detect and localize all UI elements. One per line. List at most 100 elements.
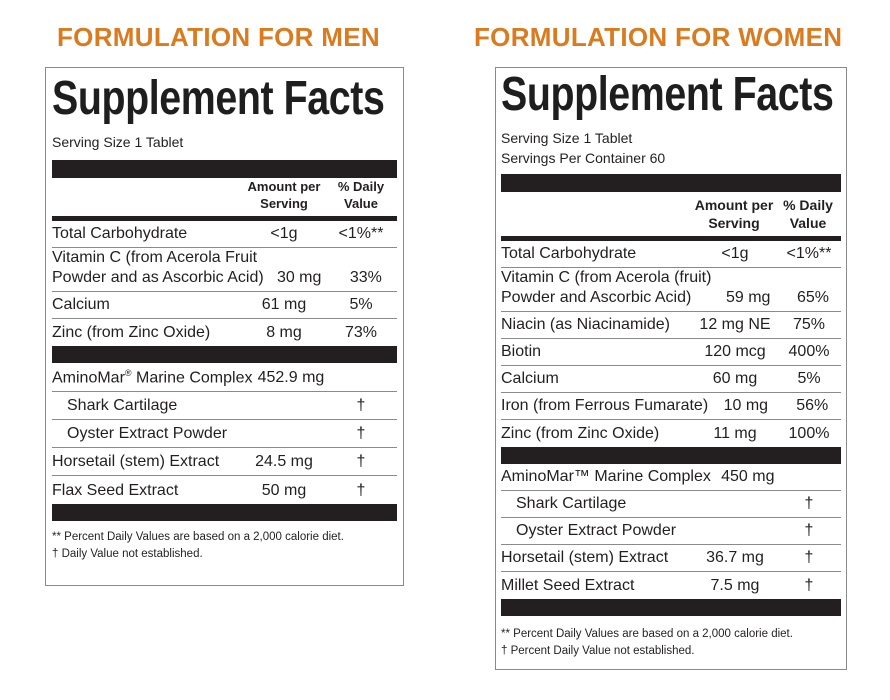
ingredient-name: Horsetail (stem) Extract xyxy=(52,452,243,475)
nutrient-name: Vitamin C (from Acerola Fruit Powder and … xyxy=(52,248,264,291)
ingredient-amount: 452.9 mg xyxy=(257,369,325,387)
nutrient-row: Zinc (from Zinc Oxide) 11 mg 100% xyxy=(501,420,841,447)
ingredient-name: Shark Cartilage xyxy=(501,494,693,517)
ingredient-amount xyxy=(693,541,777,544)
nutrient-daily-value: 75% xyxy=(792,316,826,333)
men-supplement-facts-panel: Supplement Facts Serving Size 1 Tablet A… xyxy=(45,67,404,586)
women-panel-title: Supplement Facts xyxy=(501,68,834,121)
ingredient-name: AminoMar™ Marine Complex xyxy=(501,467,711,490)
men-footnotes: ** Percent Daily Values are based on a 2… xyxy=(52,529,397,563)
men-header-rule xyxy=(52,216,397,221)
nutrient-amount: <1g xyxy=(270,225,298,242)
nutrient-amount: 10 mg xyxy=(723,397,769,414)
nutrient-amount: <1g xyxy=(721,245,749,262)
nutrient-name: Total Carbohydrate xyxy=(501,244,693,267)
ingredient-name-text: Shark Cartilage xyxy=(516,495,627,512)
ingredient-amount: 36.7 mg xyxy=(706,549,764,566)
men-col-dv-line1: % Daily xyxy=(337,179,385,194)
men-bottom-bar xyxy=(52,504,397,522)
men-nutrient-rows: Total Carbohydrate <1g <1%** Vitamin C (fro… xyxy=(52,221,397,346)
women-top-bar xyxy=(501,174,841,192)
blend-component-row: Oyster Extract Powder † xyxy=(52,420,397,449)
men-footnote-dv-not-established: † Daily Value not established. xyxy=(52,548,203,561)
nutrient-daily-value: 5% xyxy=(349,296,373,313)
blend-component-row: Shark Cartilage † xyxy=(52,392,397,421)
women-column-headers: Amount per Serving % Daily Value xyxy=(501,192,841,236)
nutrient-name: Biotin xyxy=(501,342,693,365)
blend-component-row: Shark Cartilage † xyxy=(501,491,841,518)
women-heading: FORMULATION FOR WOMEN xyxy=(474,22,843,52)
ingredient-daily-value: † xyxy=(804,577,814,594)
blend-row: AminoMar™ Marine Complex 450 mg xyxy=(501,464,841,491)
nutrient-daily-value: 73% xyxy=(344,324,378,341)
ingredient-amount xyxy=(243,416,325,419)
ingredient-name: Millet Seed Extract xyxy=(501,576,693,599)
nutrient-row: Calcium 61 mg 5% xyxy=(52,292,397,319)
blend-row: Flax Seed Extract 50 mg † xyxy=(52,476,397,504)
nutrient-name: Calcium xyxy=(501,369,693,392)
nutrient-amount: 8 mg xyxy=(266,324,302,341)
ingredient-amount: 450 mg xyxy=(721,468,775,485)
women-header-rule xyxy=(501,236,841,241)
blend-row: Horsetail (stem) Extract 24.5 mg † xyxy=(52,448,397,477)
nutrient-row: Total Carbohydrate <1g <1%** xyxy=(52,221,397,248)
blend-row: Horsetail (stem) Extract 36.7 mg † xyxy=(501,545,841,572)
nutrient-daily-value: 5% xyxy=(797,370,821,387)
men-col-amount-line1: Amount per xyxy=(247,179,321,194)
nutrient-name-line: Zinc (from Zinc Oxide) xyxy=(501,425,660,442)
ingredient-daily-value: † xyxy=(804,495,814,512)
women-middle-bar xyxy=(501,447,841,464)
nutrient-amount: 59 mg xyxy=(725,289,771,306)
women-blend-rows: AminoMar™ Marine Complex 450 mg Shark Cart… xyxy=(501,464,841,599)
nutrient-amount: 11 mg xyxy=(713,425,757,442)
men-blend-rows: AminoMar® Marine Complex 452.9 mg Shark Ca… xyxy=(52,363,397,504)
nutrient-amount: 61 mg xyxy=(261,296,307,313)
nutrient-name-line: Zinc (from Zinc Oxide) xyxy=(52,324,211,341)
ingredient-daily-value: † xyxy=(356,453,366,471)
nutrient-name-line: Calcium xyxy=(52,296,110,313)
nutrient-amount: 120 mcg xyxy=(704,343,766,360)
nutrient-name: Zinc (from Zinc Oxide) xyxy=(501,424,693,447)
nutrient-daily-value: <1%** xyxy=(786,245,832,262)
women-col-amount-line1: Amount per xyxy=(694,197,774,213)
women-col-dv-line1: % Daily xyxy=(783,197,833,213)
ingredient-name-text: AminoMar xyxy=(52,369,125,387)
nutrient-name: Iron (from Ferrous Fumarate) xyxy=(501,396,708,419)
nutrient-row: Zinc (from Zinc Oxide) 8 mg 73% xyxy=(52,319,397,346)
ingredient-name: Flax Seed Extract xyxy=(52,481,243,504)
ingredient-name-text: Millet Seed Extract xyxy=(501,577,635,594)
nutrient-row: Calcium 60 mg 5% xyxy=(501,366,841,393)
nutrient-name-line: Biotin xyxy=(501,343,542,360)
nutrient-row: Biotin 120 mcg 400% xyxy=(501,339,841,366)
ingredient-daily-value: † xyxy=(356,425,366,443)
nutrient-row: Iron (from Ferrous Fumarate) 10 mg 56% xyxy=(501,393,841,420)
nutrient-name-line: Iron (from Ferrous Fumarate) xyxy=(501,397,709,414)
ingredient-daily-value: † xyxy=(804,522,814,539)
women-col-amount-line2: Serving xyxy=(708,215,760,231)
nutrient-row: Total Carbohydrate <1g <1%** xyxy=(501,241,841,268)
women-footnote-dv-not-established: † Percent Daily Value not established. xyxy=(501,645,695,657)
ingredient-name: Shark Cartilage xyxy=(52,396,243,419)
ingredient-daily-value xyxy=(329,388,397,391)
nutrient-name: Niacin (as Niacinamide) xyxy=(501,315,693,338)
women-servings-per-container: Servings Per Container 60 xyxy=(501,150,666,166)
ingredient-name: Oyster Extract Powder xyxy=(501,521,693,544)
ingredient-name-text: Horsetail (stem) Extract xyxy=(501,549,669,566)
ingredient-amount: 24.5 mg xyxy=(255,453,313,471)
women-supplement-facts-panel: Supplement Facts Serving Size 1 Tablet S… xyxy=(495,67,847,670)
nutrient-name-line: Powder and as Ascorbic Acid) xyxy=(52,269,264,286)
ingredient-amount: 50 mg xyxy=(261,482,307,500)
ingredient-daily-value: † xyxy=(356,482,366,500)
nutrient-daily-value: 33% xyxy=(349,269,382,286)
women-serving-size: Serving Size 1 Tablet xyxy=(501,130,633,146)
nutrient-name-line: Calcium xyxy=(501,370,559,387)
men-middle-bar xyxy=(52,346,397,363)
nutrient-daily-value: 400% xyxy=(788,343,830,360)
ingredient-name-text: AminoMar™ Marine Complex xyxy=(501,468,711,485)
men-col-dv-line2: Value xyxy=(344,196,378,211)
women-col-dv-line2: Value xyxy=(789,215,827,231)
nutrient-name: Vitamin C (from Acerola (fruit) Powder an… xyxy=(501,268,711,311)
ingredient-name-text: Oyster Extract Powder xyxy=(516,522,677,539)
ingredient-name-text: Flax Seed Extract xyxy=(52,482,179,500)
nutrient-name-line: Vitamin C (from Acerola Fruit xyxy=(52,249,258,266)
